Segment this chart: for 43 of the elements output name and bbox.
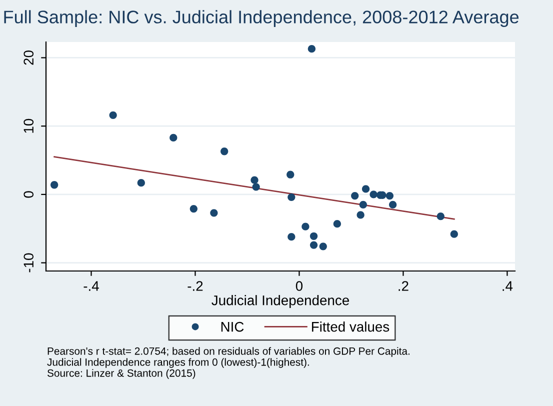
point [310, 241, 318, 249]
x-tick-label: 0 [296, 281, 303, 291]
legend-label: NIC [221, 322, 244, 332]
y-tick-label: 20 [24, 50, 34, 65]
point [137, 179, 145, 187]
point [302, 222, 310, 230]
point [362, 185, 370, 193]
point [170, 134, 178, 142]
point [333, 220, 341, 228]
text: Pearson's r t-stat= 2.0754; based on residuals of variables on GDP Per Capita. [48, 347, 410, 357]
y-tick-label: 10 [24, 118, 34, 133]
x-tick-label: .2 [398, 281, 408, 291]
point [109, 111, 117, 119]
legend-label: Fitted values [312, 322, 390, 332]
point [356, 211, 364, 219]
point [450, 230, 458, 238]
x-tick-label: -.4 [84, 281, 99, 291]
point [288, 193, 296, 201]
point [388, 200, 397, 209]
point [288, 233, 296, 241]
point [310, 232, 318, 240]
point [50, 181, 58, 189]
source-note: Source: Linzer & Stanton (2015) [47, 369, 196, 379]
point [252, 183, 260, 191]
point [210, 209, 218, 217]
point [386, 192, 394, 200]
x-tick-label: -.2 [188, 281, 203, 291]
text: Judicial Independence ranges from 0 (lowest)-1(highest). [47, 358, 309, 368]
x-axis-title: Judicial Independence [212, 295, 349, 308]
point [286, 170, 294, 178]
y-tick-label: -10 [24, 253, 34, 272]
point [351, 192, 359, 200]
chart-title: Full Sample: NIC vs. Judicial Independence, 2008-2012 Average [4, 10, 519, 27]
point [220, 148, 228, 156]
point [308, 45, 316, 53]
point [319, 242, 327, 250]
point [190, 204, 198, 213]
point [250, 176, 258, 184]
x-tick-label: .4 [502, 281, 513, 291]
point [359, 200, 367, 209]
point [436, 212, 444, 220]
y-tick-label: 0 [24, 191, 34, 198]
point [370, 190, 378, 198]
